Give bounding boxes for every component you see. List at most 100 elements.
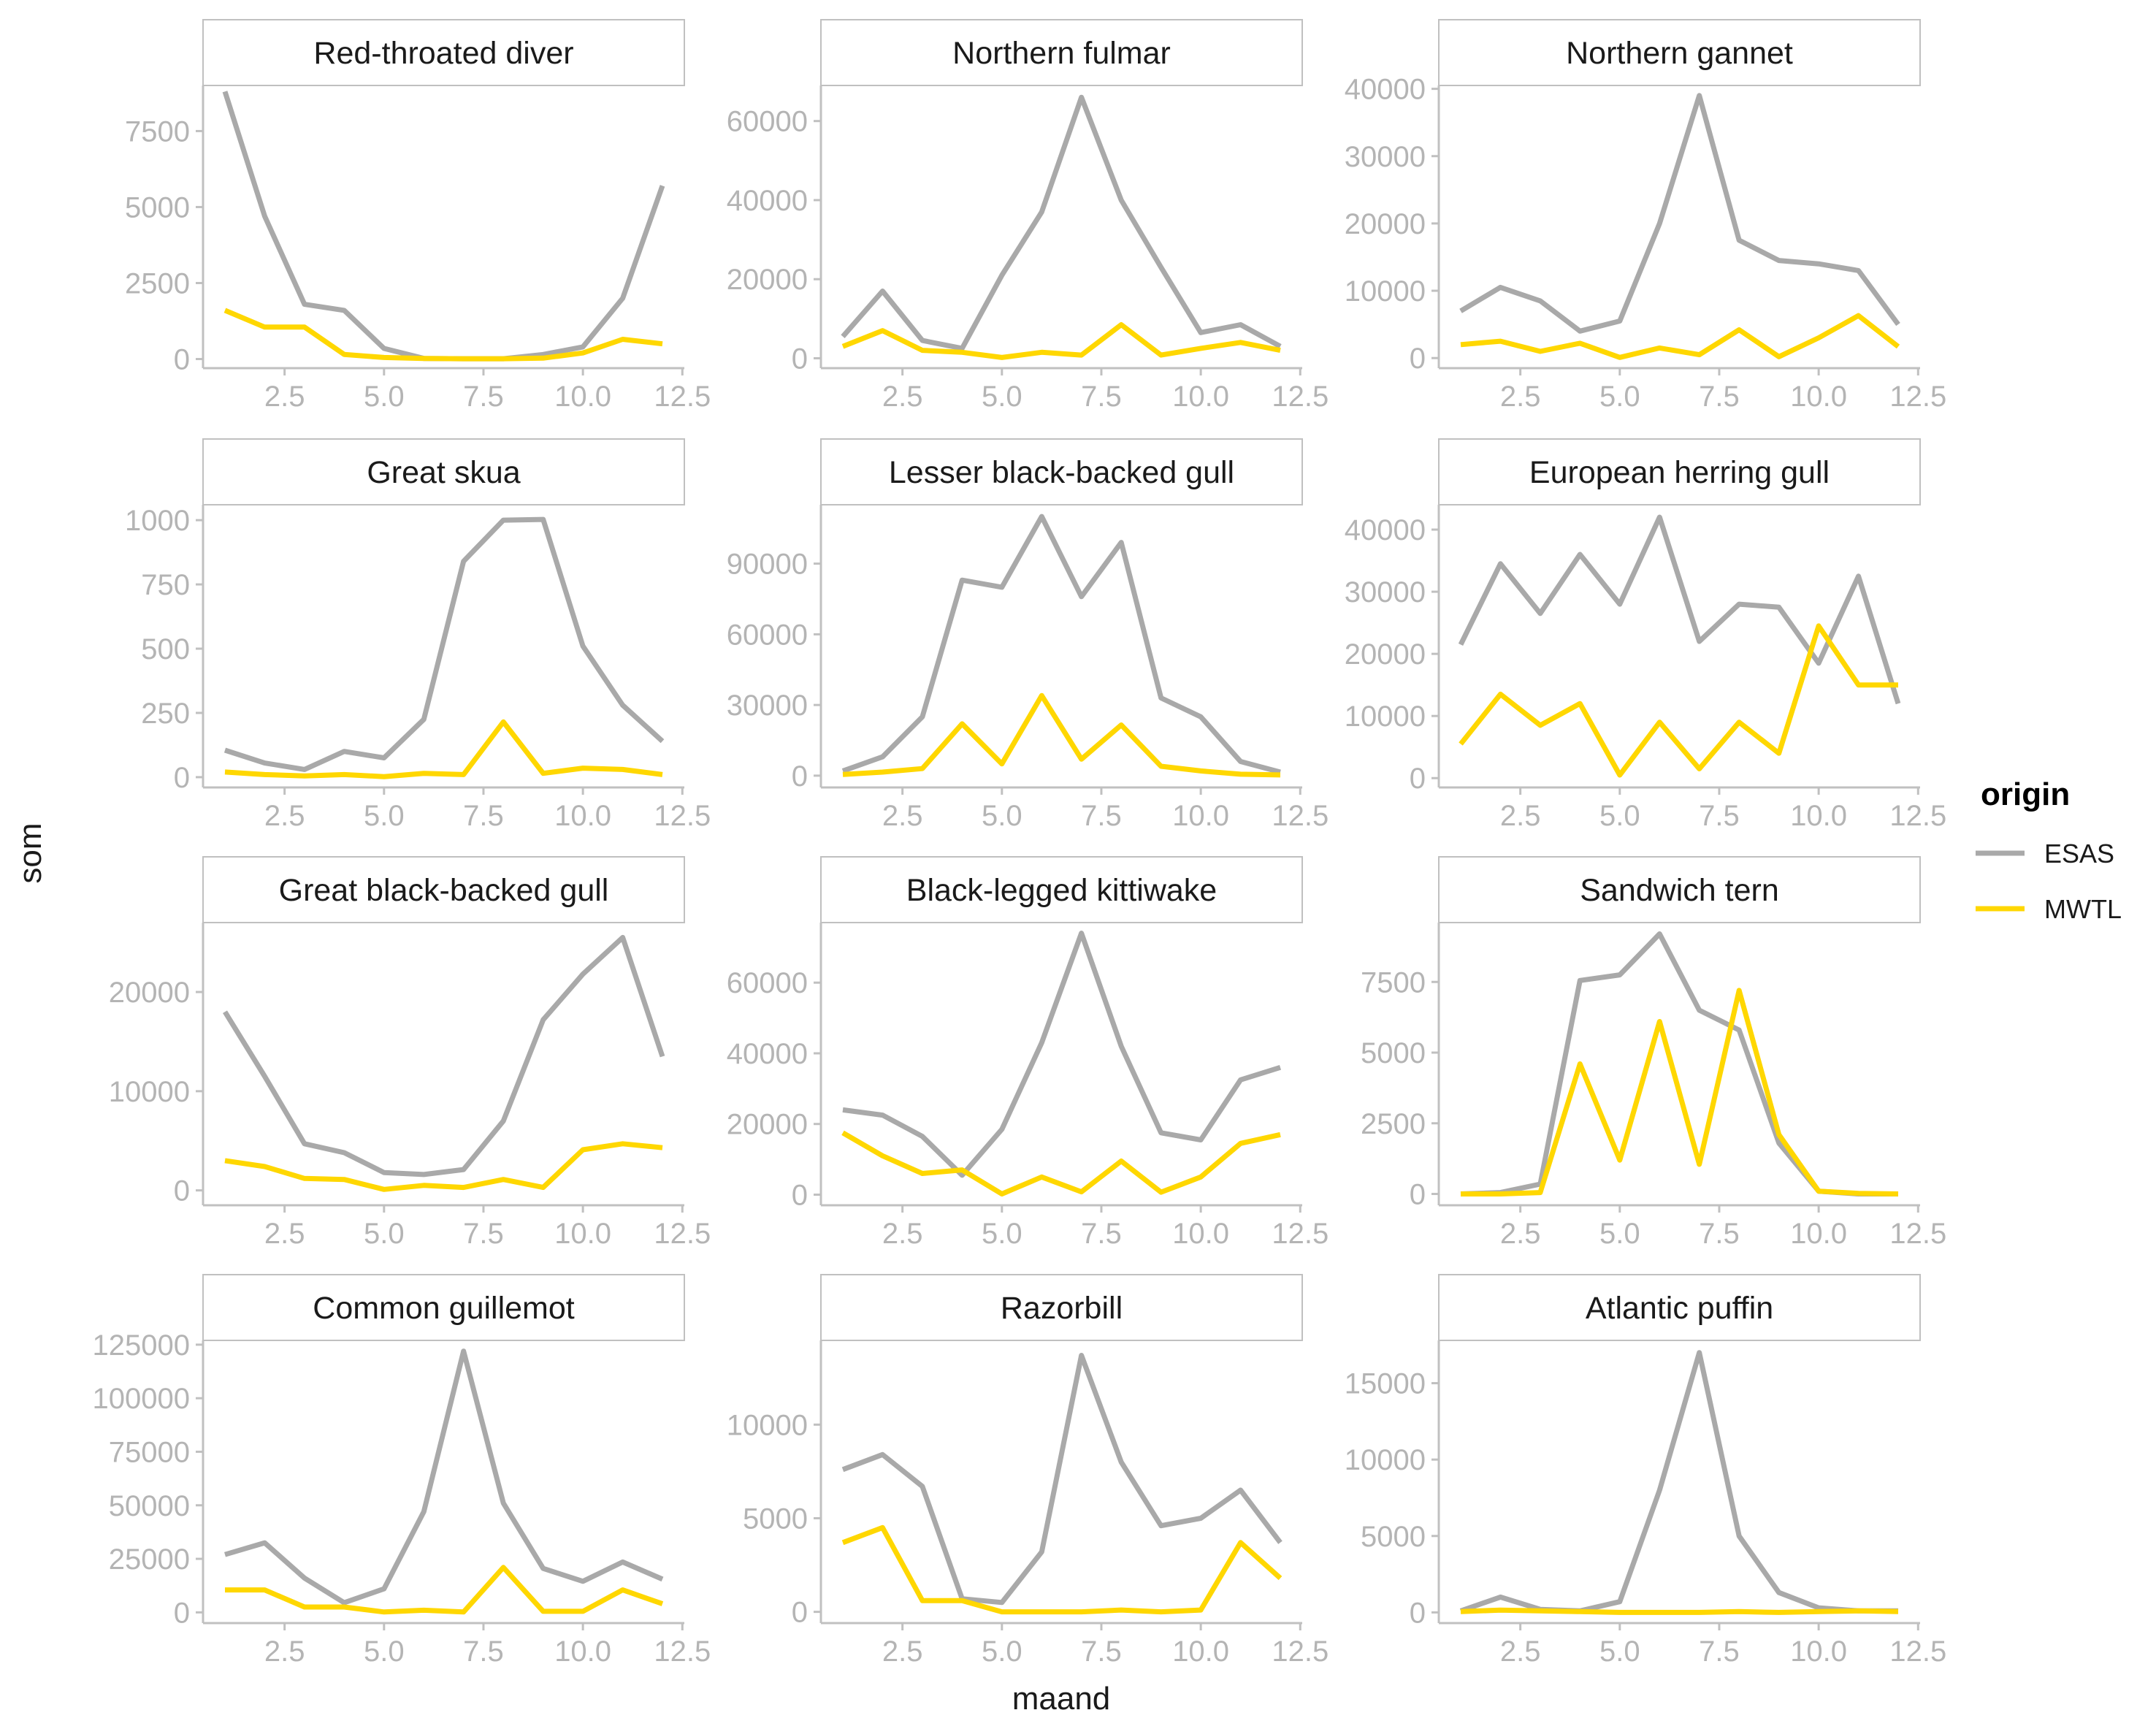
legend-title: origin [1981,776,2070,812]
panel-5-strip [820,438,1303,505]
panel-8-x-tick-label: 10.0 [1172,1218,1229,1250]
panel-3-x-tick-label: 12.5 [1889,381,1946,413]
panel-11-strip [820,1274,1303,1341]
panel-10-x-tick-label: 5.0 [364,1636,405,1668]
panel-3-title: Northern gannet [1566,36,1793,71]
panel-12-x-tick-label: 7.5 [1699,1636,1740,1668]
panel-9-line-mwtl [1461,988,1899,1196]
panel-1-y-tick-label: 0 [174,344,190,376]
panel-6-title: European herring gull [1529,455,1830,490]
panel-7-y-tick-label: 0 [174,1175,190,1207]
panel-12-line-mwtl [1460,1607,1899,1615]
panel-1-y-tick-label: 5000 [125,191,190,224]
panel-4-line-esas [223,516,665,772]
panel-9-strip [1438,856,1921,923]
panel-1-x-tick-label: 5.0 [364,381,405,413]
panel-4-line-mwtl [224,719,663,779]
panel-5-line-mwtl [842,692,1281,778]
panel-5-y-tick-label: 90000 [727,549,808,581]
panel-5-title: Lesser black-backed gull [889,455,1234,490]
legend-label-mwtl: MWTL [2044,894,2122,924]
panel-12-x-tick-label: 12.5 [1889,1636,1946,1668]
panel-3-y-tick-label: 10000 [1345,275,1426,308]
panel-10-x-tick-label: 12.5 [654,1636,711,1668]
panel-7-strip [202,856,685,923]
panel-10-y-tick-label: 25000 [109,1543,190,1576]
panel-1-x-tick-label: 12.5 [654,381,711,413]
panel-2-x-tick-label: 7.5 [1081,381,1122,413]
panel-8-y-tick-label: 20000 [727,1109,808,1141]
panel-11-title: Razorbill [1001,1291,1123,1326]
panel-8-y-tick-label: 60000 [727,967,808,999]
panel-3-line-esas [1459,93,1900,334]
panel-5-y-tick-label: 30000 [727,690,808,722]
panel-6-y-tick-label: 40000 [1345,514,1426,546]
panel-1-x-tick-label: 7.5 [463,381,504,413]
panel-8-line-mwtl [841,1130,1281,1196]
panel-9-x-tick-label: 7.5 [1699,1218,1740,1250]
panel-7-x-tick-label: 12.5 [654,1218,711,1250]
panel-2-strip [820,19,1303,86]
panel-5-x-tick-label: 2.5 [882,800,923,832]
panel-6-x-tick-label: 10.0 [1790,800,1847,832]
panel-4-strip [202,438,685,505]
panel-11-line-mwtl [841,1524,1282,1615]
panel-5-line-esas [841,514,1281,775]
panel-7-x-tick-label: 7.5 [463,1218,504,1250]
panel-10-line-esas [224,1348,664,1606]
panel-7-y-tick-label: 10000 [109,1076,190,1108]
panel-3-y-tick-label: 20000 [1345,208,1426,240]
panel-7-x-tick-label: 10.0 [554,1218,611,1250]
panel-3-x-tick-label: 7.5 [1699,381,1740,413]
panel-1-x-tick-label: 2.5 [264,381,305,413]
panel-10-y-tick-label: 100000 [93,1383,190,1415]
panel-2-y-tick-label: 20000 [727,264,808,296]
panel-8-x-tick-label: 5.0 [982,1218,1022,1250]
panel-8-y-tick-label: 0 [792,1179,808,1211]
panel-2-x-tick-label: 2.5 [882,381,923,413]
panel-10-y-tick-label: 75000 [109,1436,190,1468]
panel-11-y-tick-label: 5000 [743,1503,808,1535]
panel-6-x-tick-label: 2.5 [1500,800,1541,832]
legend-label-esas: ESAS [2044,839,2114,869]
panel-11-y-tick-label: 0 [792,1597,808,1629]
panel-9-y-tick-label: 5000 [1361,1037,1426,1069]
panel-3-y-tick-label: 30000 [1345,141,1426,173]
panel-3-strip [1438,19,1921,86]
panel-3-y-tick-label: 0 [1410,343,1426,375]
panel-2-line-mwtl [841,322,1281,360]
panel-10-strip [202,1274,685,1341]
y-axis-label: som [12,822,48,883]
panel-10-x-tick-label: 7.5 [463,1636,504,1668]
panel-8-title: Black-legged kittiwake [906,873,1217,908]
panel-12-strip [1438,1274,1921,1341]
panel-4-y-tick-label: 250 [141,698,190,730]
panel-6-y-tick-label: 10000 [1345,701,1426,733]
panel-12-x-tick-label: 10.0 [1790,1636,1847,1668]
panel-6-line-esas [1458,514,1901,705]
panel-5-y-tick-label: 0 [792,760,808,793]
panel-6-y-tick-label: 20000 [1345,638,1426,671]
panel-1-line-mwtl [223,308,663,362]
panel-10-x-tick-label: 2.5 [264,1636,305,1668]
panel-10-line-mwtl [225,1565,664,1615]
panel-11-x-tick-label: 2.5 [882,1636,923,1668]
panel-7-x-tick-label: 5.0 [364,1218,405,1250]
panel-3-x-tick-label: 2.5 [1500,381,1541,413]
panel-12-y-tick-label: 0 [1410,1597,1426,1629]
panel-12-y-tick-label: 10000 [1345,1444,1426,1476]
panel-2-title: Northern fulmar [952,36,1171,71]
panel-8-y-tick-label: 40000 [727,1038,808,1070]
panel-5-x-tick-label: 12.5 [1272,800,1329,832]
panel-4-x-tick-label: 2.5 [264,800,305,832]
panel-12-x-tick-label: 2.5 [1500,1636,1541,1668]
panel-4-x-tick-label: 10.0 [554,800,611,832]
panel-1-y-tick-label: 7500 [125,115,190,148]
panel-10-title: Common guillemot [313,1291,575,1326]
panel-9-y-tick-label: 7500 [1361,966,1426,999]
panel-10-y-tick-label: 50000 [109,1490,190,1522]
panel-4-x-tick-label: 5.0 [364,800,405,832]
x-axis-label: maand [1012,1681,1111,1717]
panel-7-x-tick-label: 2.5 [264,1218,305,1250]
